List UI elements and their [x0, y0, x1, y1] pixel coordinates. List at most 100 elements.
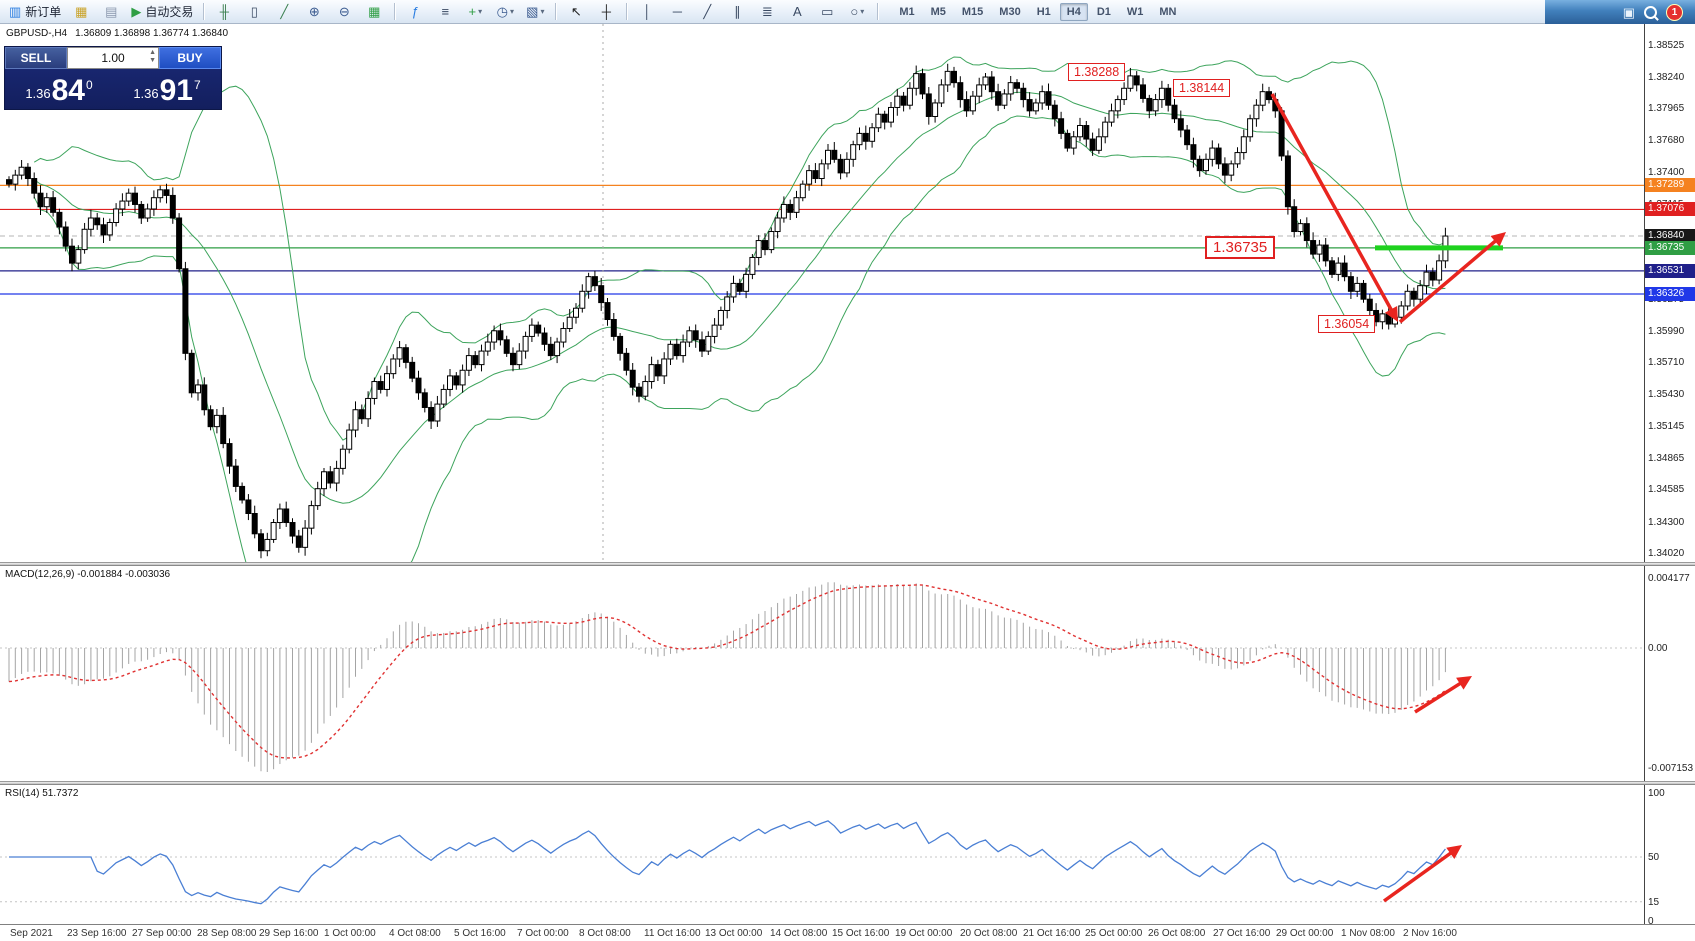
- time-axis-label: 11 Oct 16:00: [644, 928, 701, 939]
- chart-window-icon[interactable]: ▦: [75, 4, 88, 19]
- volume-value: 1.00: [101, 51, 125, 65]
- time-axis-label: 28 Sep 08:00: [197, 928, 257, 939]
- time-axis-label: 13 Oct 00:00: [705, 928, 763, 939]
- time-axis[interactable]: Sep 2021 23 Sep 16:00 27 Sep 00:00 28 Sep 0…: [0, 924, 1695, 941]
- rsi-axis-label: 15: [1648, 896, 1660, 908]
- sell-button[interactable]: SELL: [5, 47, 67, 69]
- price-tick-label: 1.37400: [1648, 166, 1685, 178]
- channel-icon[interactable]: ∥: [734, 4, 741, 19]
- fibonacci-icon[interactable]: ≣: [761, 4, 773, 19]
- price-badge: 1.36531: [1645, 263, 1695, 278]
- search-icon[interactable]: [1644, 5, 1657, 19]
- indicators-icon[interactable]: ƒ: [411, 4, 419, 19]
- rsi-chart[interactable]: [0, 785, 1644, 924]
- buy-price: 1.36 91 7: [113, 69, 221, 109]
- rsi-panel: RSI(14) 51.7372: [0, 785, 1644, 924]
- timeframe-w1[interactable]: W1: [1126, 5, 1144, 18]
- toolbar-separator: [203, 3, 205, 20]
- shapes-dropdown[interactable]: ○ ▾: [850, 4, 865, 19]
- time-axis-label: 15 Oct 16:00: [832, 928, 890, 939]
- candlestick-chart-icon[interactable]: ▯: [250, 4, 258, 19]
- zoom-in-icon[interactable]: ⊕: [308, 4, 320, 19]
- rsi-axis-label: 0: [1648, 916, 1654, 927]
- timeframe-mn[interactable]: MN: [1159, 5, 1177, 18]
- macd-axis-label: 0.00: [1648, 643, 1668, 654]
- text-icon[interactable]: A: [792, 4, 802, 19]
- window-corner: ▣ 1: [1545, 0, 1695, 24]
- ohlc-values: 1.36809 1.36898 1.36774 1.36840: [75, 28, 229, 39]
- time-axis-label: 27 Oct 16:00: [1213, 928, 1271, 939]
- macd-axis-label: -0.007153: [1648, 763, 1694, 775]
- one-click-trading-panel: SELL 1.00 ▲ ▼ BUY 1.36 84 0 1.36 91 7: [4, 46, 222, 110]
- add-indicator-dropdown[interactable]: + ▾: [468, 4, 483, 19]
- price-badge: 1.37289: [1645, 178, 1695, 193]
- periods-dropdown[interactable]: ◷ ▾: [496, 4, 514, 19]
- buy-price-sup: 7: [194, 78, 201, 92]
- time-axis-label: 26 Oct 08:00: [1148, 928, 1206, 939]
- toolbar-separator: [555, 3, 557, 20]
- buy-button[interactable]: BUY: [159, 47, 221, 69]
- price-tick-label: 1.35710: [1648, 357, 1685, 369]
- price-tick-label: 1.35990: [1648, 325, 1685, 337]
- crosshair-icon[interactable]: ┼: [601, 4, 611, 19]
- trendline-icon[interactable]: ╱: [703, 4, 712, 19]
- notification-badge[interactable]: 1: [1666, 3, 1683, 21]
- tile-windows-icon[interactable]: ▦: [368, 4, 381, 19]
- vertical-line-icon[interactable]: │: [643, 4, 652, 19]
- rsi-label: RSI(14) 51.7372: [5, 788, 79, 799]
- autotrading-button[interactable]: ▶ 自动交易: [131, 4, 194, 19]
- price-tick-label: 1.37680: [1648, 135, 1685, 147]
- profiles-icon[interactable]: ▤: [105, 4, 118, 19]
- timeframe-h1[interactable]: H1: [1036, 5, 1051, 18]
- price-tick-label: 1.34300: [1648, 516, 1685, 528]
- price-badge: 1.36326: [1645, 287, 1695, 301]
- timeframe-m15[interactable]: M15: [961, 5, 984, 18]
- sell-price: 1.36 84 0: [5, 69, 113, 109]
- time-axis-label: 27 Sep 00:00: [132, 928, 192, 939]
- price-axis[interactable]: 1.385251.382401.379651.376801.374001.371…: [1644, 24, 1695, 927]
- zoom-out-icon[interactable]: ⊖: [338, 4, 350, 19]
- price-chart[interactable]: [0, 24, 1644, 562]
- time-axis-label: 14 Oct 08:00: [770, 928, 828, 939]
- toolbar-separator: [626, 3, 628, 20]
- timeframe-d1[interactable]: D1: [1096, 5, 1111, 18]
- volume-input[interactable]: 1.00 ▲ ▼: [67, 47, 159, 69]
- timeframe-m30[interactable]: M30: [999, 5, 1021, 18]
- timeframe-m1[interactable]: M1: [899, 5, 915, 18]
- time-axis-label: 25 Oct 00:00: [1085, 928, 1143, 939]
- line-chart-icon[interactable]: ╱: [280, 4, 289, 19]
- time-axis-label: 19 Oct 00:00: [895, 928, 953, 939]
- panel-splitter[interactable]: [0, 781, 1695, 785]
- templates-dropdown[interactable]: ▧ ▾: [526, 4, 545, 19]
- bar-chart-icon[interactable]: ╫: [219, 4, 229, 19]
- price-tick-label: 1.34585: [1648, 484, 1685, 496]
- macd-label: MACD(12,26,9) -0.001884 -0.003036: [5, 569, 171, 580]
- price-tick-label: 1.35145: [1648, 421, 1685, 433]
- price-tick-label: 1.34020: [1648, 548, 1685, 560]
- buy-price-prefix: 1.36: [133, 86, 159, 101]
- price-badge: 1.37076: [1645, 202, 1695, 217]
- panel-splitter[interactable]: [0, 562, 1695, 566]
- toolbar: ▥ 新订单 ▦ ▤ ▶ 自动交易 ╫ ▯ ╱ ⊕ ⊖ ▦ ƒ ≡ + ▾ ◷ ▾ ▧ ▾ ↖ ┼ │ ─ ╱ ∥ ≣ A ▭ ○ ▾ M1 M…: [0, 0, 1695, 24]
- price-annotation: 1.38144: [1173, 78, 1231, 97]
- time-axis-label: 2 Nov 16:00: [1403, 928, 1457, 939]
- time-axis-label: 21 Oct 16:00: [1023, 928, 1081, 939]
- timeframe-m5[interactable]: M5: [930, 5, 946, 18]
- time-axis-label: 4 Oct 08:00: [389, 928, 441, 939]
- symbol-timeframe-label: GBPUSD-,H4: [6, 28, 68, 39]
- new-order-button[interactable]: ▥ 新订单: [9, 4, 62, 19]
- price-annotation: 1.36054: [1318, 314, 1376, 333]
- terminal-icon[interactable]: ▣: [1622, 4, 1635, 20]
- indicator-list-icon[interactable]: ≡: [441, 4, 450, 19]
- price-tick-label: 1.34865: [1648, 452, 1685, 464]
- time-axis-label: Sep 2021: [10, 928, 53, 939]
- macd-chart[interactable]: [0, 566, 1644, 781]
- time-axis-label: 1 Nov 08:00: [1341, 928, 1395, 939]
- cursor-icon[interactable]: ↖: [570, 4, 582, 19]
- timeframe-h4[interactable]: H4: [1059, 2, 1088, 21]
- sell-price-big: 84: [51, 74, 85, 107]
- horizontal-line-icon[interactable]: ─: [672, 4, 682, 19]
- time-axis-label: 5 Oct 16:00: [454, 928, 506, 939]
- volume-stepper[interactable]: ▲ ▼: [149, 49, 156, 64]
- label-icon[interactable]: ▭: [821, 4, 834, 19]
